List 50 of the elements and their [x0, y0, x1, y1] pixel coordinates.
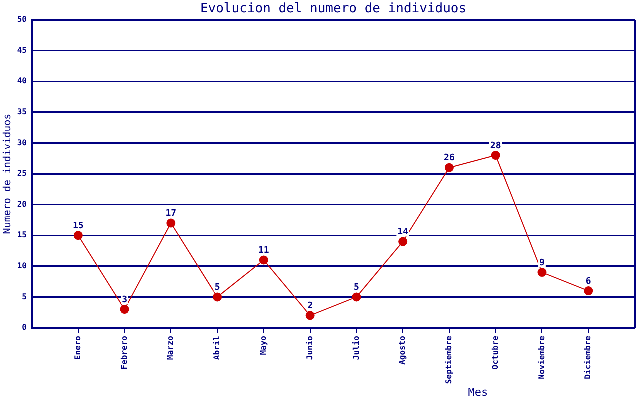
x-tick-label: Abril — [212, 336, 222, 360]
point — [538, 268, 547, 278]
y-tick-label: 5 — [22, 292, 28, 302]
x-tick-label: Septiembre — [444, 336, 454, 384]
x-tick-label: Julio — [352, 336, 361, 360]
data-label: 28 — [490, 141, 502, 152]
data-label: 5 — [354, 283, 360, 294]
y-axis-title: Numero de individuos — [2, 114, 14, 234]
point — [306, 311, 315, 320]
point — [444, 163, 454, 172]
x-tick-label: Mayo — [259, 336, 268, 356]
x-tick-label: Marzo — [166, 336, 176, 360]
x-tick-label: Enero — [73, 336, 82, 360]
x-tick-label: Diciembre — [584, 336, 593, 380]
point — [398, 237, 408, 246]
data-label: 14 — [398, 228, 410, 238]
point — [213, 292, 222, 302]
point — [166, 218, 176, 228]
x-axis-title: Mes — [468, 386, 488, 399]
data-label: 2 — [308, 302, 314, 312]
data-label: 15 — [72, 221, 84, 232]
y-tick-label: 35 — [17, 107, 28, 116]
data-label: 9 — [540, 258, 545, 268]
data-label: 6 — [586, 276, 592, 287]
data-label: 5 — [214, 283, 220, 294]
point — [259, 256, 268, 265]
chart-title: Evolucion del numero de individuos — [200, 1, 467, 16]
data-label: 26 — [444, 154, 455, 164]
point — [74, 231, 83, 240]
point — [120, 305, 130, 314]
y-tick-label: 45 — [17, 46, 28, 55]
y-tick-label: 40 — [17, 76, 28, 86]
y-tick-label: 15 — [17, 230, 28, 240]
point — [584, 286, 594, 296]
point — [491, 151, 500, 160]
y-tick-label: 0 — [22, 323, 28, 332]
data-label: 17 — [166, 209, 177, 220]
y-tick-label: 50 — [17, 15, 28, 24]
y-tick-label: 20 — [17, 200, 28, 209]
data-label: 11 — [258, 246, 270, 256]
y-tick-label: 25 — [17, 169, 28, 178]
y-tick-label: 10 — [17, 261, 28, 270]
y-tick-label: 30 — [17, 138, 28, 148]
x-tick-label: Agosto — [398, 336, 408, 365]
x-tick-label: Junio — [305, 336, 314, 360]
x-tick-label: Febrero — [120, 336, 129, 370]
x-tick-label: Octubre — [490, 336, 500, 370]
x-tick-label: Noviembre — [537, 336, 546, 380]
data-label: 3 — [122, 295, 128, 306]
point — [352, 292, 362, 302]
